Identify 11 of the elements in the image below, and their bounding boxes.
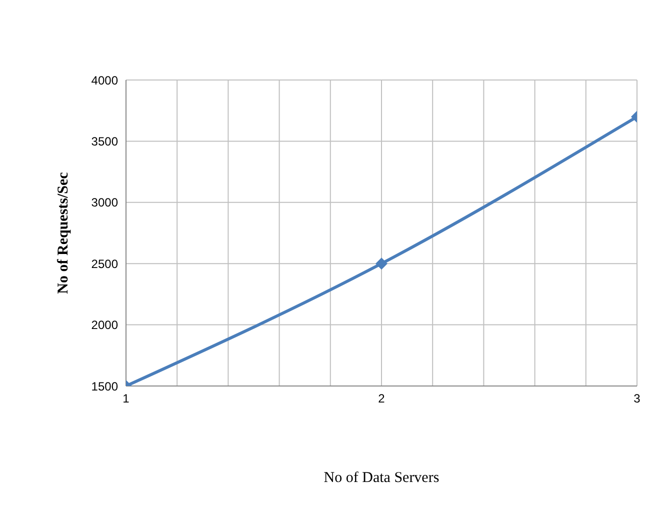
- y-tick-label: 4000: [91, 73, 118, 88]
- x-tick-label: 2: [378, 392, 386, 406]
- y-tick-label: 2500: [91, 256, 118, 271]
- y-tick-label: 3500: [91, 134, 118, 148]
- y-tick-label: 3000: [91, 196, 118, 210]
- y-tick-label: 2000: [91, 318, 118, 332]
- x-tick-label: 3: [634, 392, 641, 406]
- y-axis-title: No of Requests/Sec: [55, 172, 72, 294]
- x-tick-label: 1: [122, 392, 130, 406]
- x-axis-title: No of Data Servers: [324, 470, 440, 486]
- y-tick-label: 1500: [91, 379, 118, 394]
